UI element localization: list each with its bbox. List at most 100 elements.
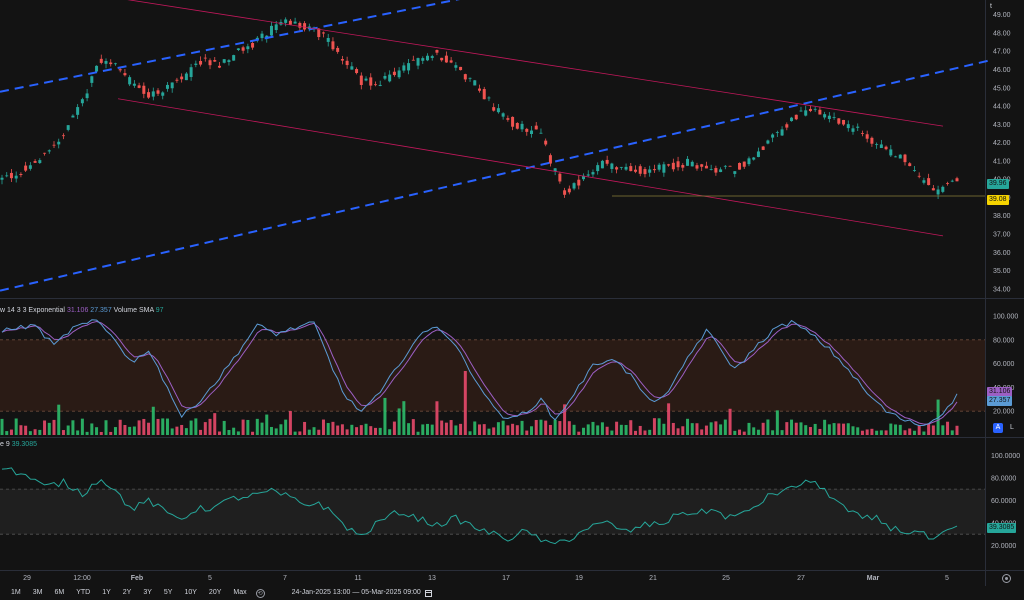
candle-body [175,79,179,81]
volume-bar [842,423,846,435]
candle-body [80,99,84,104]
candle-body [870,137,874,144]
volume-bar [194,418,198,435]
volume-bar [440,420,444,435]
volume-bar [28,431,32,435]
volume-bar [889,423,893,435]
candle-body [506,118,510,120]
range-button-ytd[interactable]: YTD [76,589,91,596]
volume-bar [71,420,75,435]
volume-bar [293,431,297,435]
volume-bar [686,418,690,435]
date-range-label: 24-Jan-2025 13:00 — 05-Mar-2025 09:00 [291,589,421,596]
volume-bar [5,431,9,435]
volume-bar [199,429,203,435]
range-button-3m[interactable]: 3M [32,589,43,596]
volume-bar [449,420,453,435]
volume-bar [236,431,240,435]
volume-bar [251,431,255,435]
stoch-k-badge: 31.106 [987,387,1013,397]
range-button-20y[interactable]: 20Y [208,589,222,596]
candle-body [922,180,926,183]
stoch-legend: w 14 3 3 Exponential 31.106 27.357 Volum… [0,307,164,314]
candle-body [719,169,723,173]
time-axis-label: 17 [502,575,510,582]
volume-bar [511,423,515,435]
volume-bar [657,418,661,435]
stoch-k-line [1,319,958,427]
volume-bar [321,419,325,435]
volume-bar [180,424,184,435]
goto-date-icon[interactable]: ⟲ [255,588,265,598]
candle-body [700,164,704,167]
candle-body [511,116,515,127]
volume-bar [24,425,28,435]
candle-body [756,151,760,157]
volume-bar [582,427,586,435]
candle-body [33,161,37,163]
volume-bar [818,428,822,435]
candle-body [269,25,273,36]
candle-body [709,169,713,170]
gear-icon[interactable] [1002,574,1011,583]
candle-body [941,186,945,192]
volume-bar [733,430,737,435]
candle-body [284,19,288,23]
candle-body [203,57,207,59]
volume-bar [709,422,713,435]
volume-bar [577,431,581,435]
candle-body [912,170,916,171]
range-button-6m[interactable]: 6M [54,589,65,596]
range-button-5y[interactable]: 5Y [163,589,173,596]
settings-toggle-icon[interactable]: t [990,3,992,10]
candle-body [837,118,841,124]
volume-bar [326,423,330,435]
volume-bar [950,430,954,435]
volume-bar [544,420,548,435]
volume-bar [345,429,349,435]
range-button-10y[interactable]: 10Y [184,589,197,596]
volume-bar [76,430,80,435]
volume-bar [303,421,307,435]
volume-bar [591,421,595,435]
volume-bar [879,430,883,435]
candle-body [520,123,524,130]
date-range-button[interactable]: 24-Jan-2025 13:00 — 05-Mar-2025 09:00 [287,587,437,599]
price-tick-label: 35.00 [993,268,1011,275]
volume-bar [860,430,864,435]
candle-body [534,125,538,130]
candle-body [723,165,727,167]
volume-bar [383,397,387,435]
candle-body [246,46,250,50]
candle-body [260,33,264,39]
range-button-2y[interactable]: 2Y [122,589,132,596]
candle-body [416,58,420,66]
candle-body [383,75,387,79]
volume-bar [397,408,401,435]
volume-bar [719,424,723,435]
volume-bar [90,423,94,435]
volume-bar [799,422,803,435]
volume-bar [539,419,543,435]
auto-scale-button[interactable]: A [993,423,1003,433]
candle-body [785,124,789,128]
volume-bar [553,419,557,435]
range-button-1y[interactable]: 1Y [102,589,111,596]
range-button-max[interactable]: Max [233,589,247,596]
candle-body [657,164,661,170]
volume-bar [619,424,623,435]
volume-bar [331,421,335,435]
volume-bar [794,422,798,435]
log-scale-button[interactable]: L [1010,424,1014,431]
volume-bar [43,420,47,435]
volume-bar [761,422,765,435]
candle-body [648,169,652,173]
range-button-3y[interactable]: 3Y [143,589,152,596]
candle-body [747,158,751,165]
rsi-tick-label: 100.0000 [991,453,1020,460]
candle-body [780,129,784,136]
range-button-1m[interactable]: 1M [11,589,21,596]
candle-body [681,165,685,168]
volume-bar [85,431,89,435]
